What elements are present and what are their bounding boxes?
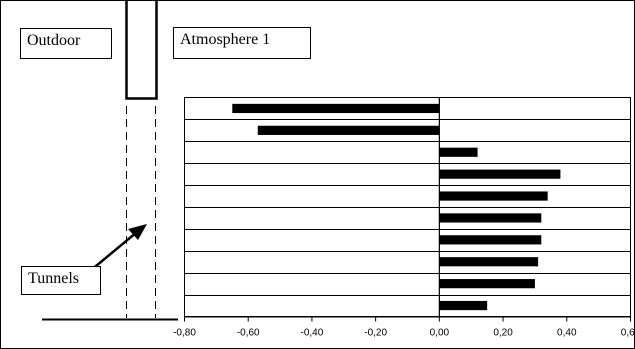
- bars: [232, 103, 561, 311]
- x-tick-label: -0,20: [364, 328, 387, 339]
- chart-area: -0,80 -0,60 -0,40 -0,20 0,00 0,20 0,40 0,60: [173, 97, 635, 339]
- bar: [439, 257, 539, 267]
- bar: [232, 103, 440, 114]
- bar: [439, 169, 561, 179]
- x-tick-label: 0,40: [557, 328, 577, 339]
- bar: [439, 235, 542, 245]
- tunnels-arrow: [89, 231, 138, 272]
- bar: [257, 125, 440, 135]
- pipe-column: [125, 0, 158, 100]
- x-tick-label: -0,80: [173, 328, 196, 339]
- bar: [439, 300, 488, 311]
- x-tick-label: 0,20: [493, 328, 513, 339]
- x-tick-label: 0,60: [621, 328, 635, 339]
- gridlines: [184, 119, 631, 296]
- tunnels-arrowhead: [128, 224, 147, 240]
- x-tick-labels: -0,80 -0,60 -0,40 -0,20 0,00 0,20 0,40 0,60: [173, 328, 635, 339]
- tunnels-label: Tunnels: [21, 266, 101, 295]
- x-ticks: [184, 316, 631, 322]
- x-tick-label: 0,00: [430, 328, 450, 339]
- bar: [439, 147, 478, 157]
- bar: [439, 213, 542, 223]
- x-tick-label: -0,40: [301, 328, 324, 339]
- bar: [439, 279, 535, 289]
- outdoor-label: Outdoor: [20, 28, 112, 59]
- atmosphere-label: Atmosphere 1: [173, 27, 311, 59]
- bar: [439, 191, 548, 201]
- x-tick-label: -0,60: [237, 328, 260, 339]
